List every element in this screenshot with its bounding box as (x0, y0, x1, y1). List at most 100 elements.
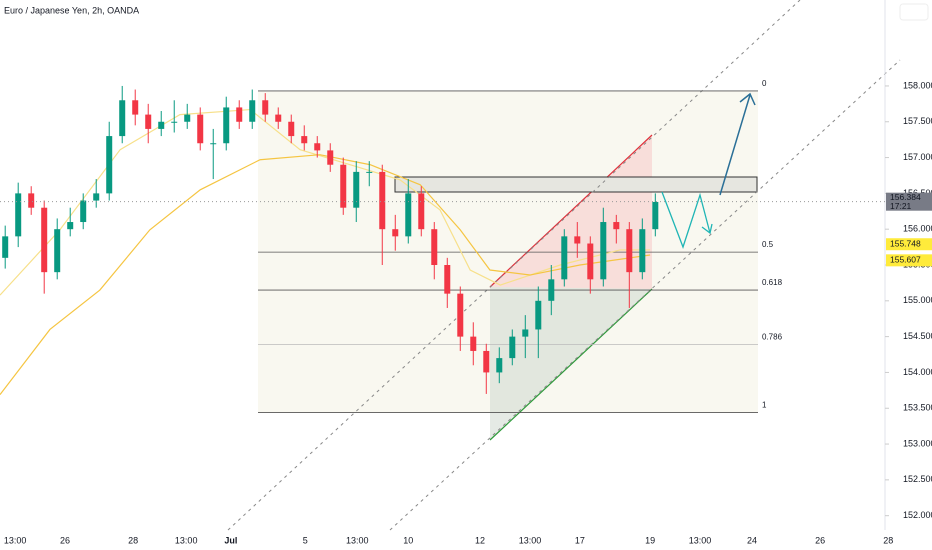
y-tick-label: 153.500 (903, 403, 932, 413)
candle-body (548, 279, 555, 301)
moving-average (0, 154, 651, 396)
candle-body (171, 121, 178, 123)
candle-body (54, 229, 61, 273)
y-tick-label: 156.000 (903, 224, 932, 234)
price-tag (886, 238, 932, 251)
candle-body (249, 100, 256, 122)
candle-body (366, 171, 373, 173)
x-tick-label: 10 (403, 535, 413, 545)
x-tick-label: 5 (303, 535, 308, 545)
y-tick-label: 157.000 (903, 152, 932, 162)
last-price-tag (886, 192, 932, 211)
settings-button[interactable] (899, 3, 929, 21)
y-tick-label: 152.500 (903, 474, 932, 484)
x-tick-label: 19 (645, 535, 655, 545)
fib-label: 0.618 (762, 278, 783, 287)
candle-body (522, 329, 529, 337)
supply-zone (394, 176, 758, 193)
y-tick-label: 157.500 (903, 116, 932, 126)
candle-body (93, 193, 100, 201)
plot: 0 0.5 0.618 0.786 1 (0, 79, 783, 413)
x-tick-label: 13:00 (519, 535, 542, 545)
x-tick-label: 26 (60, 535, 70, 545)
candle-body (67, 222, 74, 230)
candle-body (262, 100, 269, 115)
candle-body (197, 114, 204, 144)
y-tick-label: 152.000 (903, 510, 932, 520)
candle-body (483, 350, 490, 373)
candle-body (327, 150, 334, 165)
candle-body (496, 358, 503, 373)
last-price-label: 156.384 (890, 192, 921, 202)
candle-body (535, 300, 542, 330)
target-arrowhead (739, 92, 756, 106)
fib-label: 1 (762, 401, 767, 410)
candle-body (418, 193, 425, 230)
fib-label: 0.5 (762, 240, 774, 249)
candle-body (652, 201, 659, 230)
x-tick-label: 12 (475, 535, 485, 545)
x-tick-label: Jul (224, 535, 237, 545)
candle-body (587, 243, 594, 280)
candle-body (314, 143, 321, 151)
candle-body (574, 236, 581, 244)
candle-body (405, 193, 412, 237)
candle-body (80, 200, 87, 223)
y-tick-label: 153.000 (903, 438, 932, 448)
candle-body (379, 171, 386, 230)
candle-body (626, 229, 633, 273)
price-tag-label: 155.607 (890, 255, 921, 265)
candle-body (132, 100, 139, 115)
fib-label: 0 (762, 79, 767, 88)
candle-body (28, 193, 35, 208)
candle-body (509, 336, 516, 359)
x-tick-label: 13:00 (689, 535, 712, 545)
candle-body (392, 229, 399, 237)
candle-body (41, 207, 48, 273)
candle-body (353, 171, 360, 208)
candle-body (470, 336, 477, 351)
target-arrow (719, 94, 751, 196)
candle-body (210, 143, 217, 145)
candle-body (119, 100, 126, 137)
fib-label: 0.786 (762, 333, 783, 342)
y-tick-label: 158.000 (903, 80, 932, 90)
candle-body (431, 229, 438, 265)
candle-body (223, 107, 230, 144)
x-tick-label: 26 (815, 535, 825, 545)
last-time-label: 17:21 (890, 201, 912, 211)
support-line (489, 288, 653, 441)
projection-arrowhead (701, 223, 713, 235)
price-tag (886, 254, 932, 267)
chart-title: Euro / Japanese Yen, 2h, OANDA (4, 5, 139, 15)
y-tick-label: 154.500 (903, 331, 932, 341)
projection-path (661, 191, 711, 249)
candle-body (184, 114, 191, 122)
candle-body (2, 236, 9, 258)
candle-body (236, 107, 243, 122)
x-tick-label: 28 (883, 535, 893, 545)
candle-body (340, 164, 347, 208)
candle-body (444, 265, 451, 294)
candle-body (145, 114, 152, 129)
x-tick-label: 13:00 (4, 535, 27, 545)
candle-body (158, 121, 165, 129)
x-tick-label: 13:00 (175, 535, 198, 545)
x-tick-label: 24 (747, 535, 757, 545)
x-tick-label: 28 (128, 535, 138, 545)
candle-body (288, 121, 295, 137)
candle-body (561, 236, 568, 280)
x-tick-label: 13:00 (346, 535, 369, 545)
candle-body (457, 293, 464, 337)
x-tick-label: 17 (575, 535, 585, 545)
candle-body (613, 222, 620, 230)
y-tick-label: 155.000 (903, 295, 932, 305)
candle-body (639, 229, 646, 273)
y-tick-label: 154.000 (903, 367, 932, 377)
candle-body (275, 114, 282, 122)
moving-average (0, 108, 651, 296)
candle-body (106, 136, 113, 194)
candle-body (600, 222, 607, 280)
candle-body (301, 136, 308, 144)
